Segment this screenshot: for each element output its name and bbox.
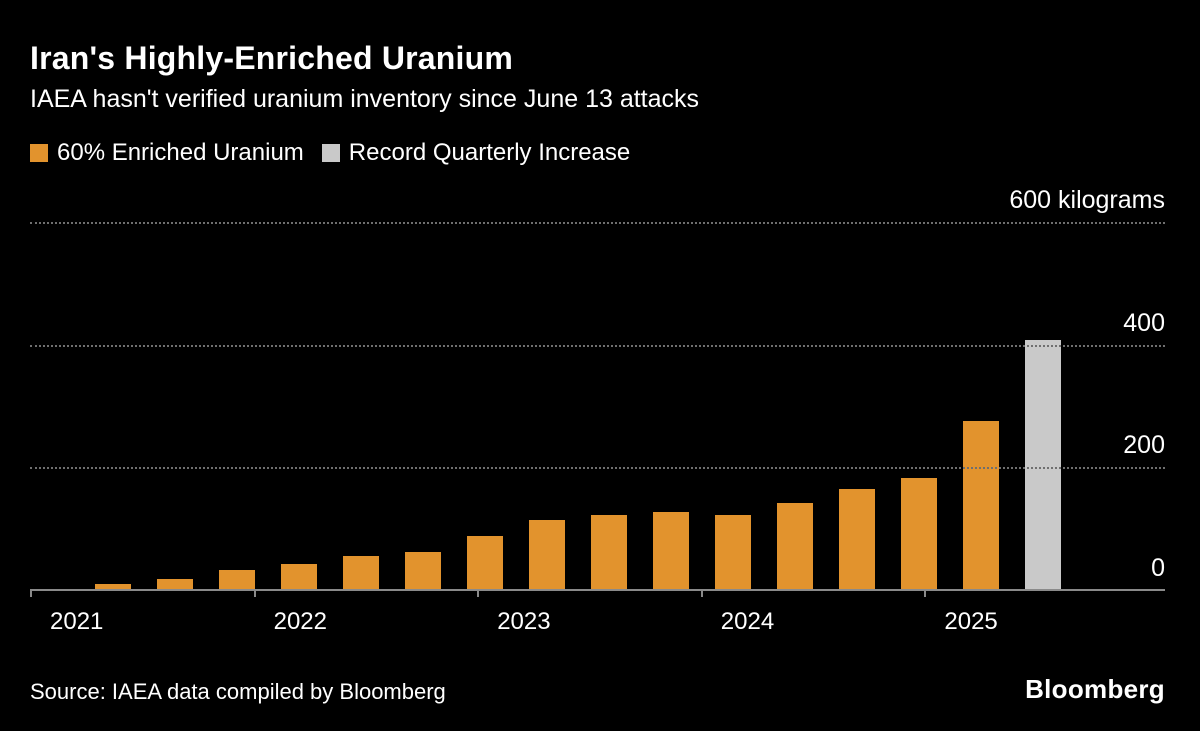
bar-2023-q3	[591, 515, 627, 590]
gridline-200	[30, 467, 1165, 470]
bar-2023-q1	[467, 536, 503, 590]
plot-area: 600 kilograms 400 200 0	[30, 186, 1165, 597]
bar-2021-q3	[95, 583, 131, 590]
y-axis-label-600: 600 kilograms	[1009, 186, 1165, 214]
bar-2022-q4	[405, 551, 441, 590]
bar-2023-q2	[529, 520, 565, 590]
x-year-label-2025: 2025	[944, 608, 998, 635]
x-axis-labels: 2021 2022 2023 2024 2025	[0, 608, 1200, 642]
x-year-label-2021: 2021	[50, 608, 104, 635]
gridline-600	[30, 222, 1165, 224]
x-tick-2025	[924, 590, 927, 597]
bars-container	[33, 222, 1061, 590]
bar-2025-q1	[963, 421, 999, 590]
bar-2022-q1	[219, 569, 255, 590]
legend-item-record: Record Quarterly Increase	[321, 139, 631, 167]
bar-2022-q2	[281, 563, 317, 590]
x-tick-2023	[477, 590, 480, 597]
legend-item-enriched: 60% Enriched Uranium	[30, 139, 304, 167]
x-tick-2024	[700, 590, 703, 597]
x-year-label-2022: 2022	[273, 608, 327, 635]
chart-subtitle: IAEA hasn't verified uranium inventory s…	[30, 85, 700, 113]
x-year-label-2024: 2024	[720, 608, 775, 635]
chart-title: Iran's Highly-Enriched Uranium	[30, 40, 514, 76]
source-text: Source: IAEA data compiled by Bloomberg	[30, 679, 446, 704]
bar-2025-q2	[1025, 339, 1061, 590]
x-tick-2022	[253, 590, 256, 597]
y-axis-label-0: 0	[1151, 554, 1165, 582]
legend-label-record: Record Quarterly Increase	[348, 139, 631, 166]
chart-legend: 60% Enriched Uranium Record Quarterly Inc…	[30, 139, 630, 167]
legend-swatch-record	[321, 144, 340, 162]
x-axis-line	[30, 589, 1165, 591]
y-axis-label-400: 400	[1123, 308, 1165, 337]
bar-2024-q3	[839, 488, 875, 590]
legend-swatch-enriched	[30, 144, 48, 162]
gridline-400	[30, 344, 1165, 347]
x-tick-2021	[30, 590, 32, 597]
legend-label-enriched: 60% Enriched Uranium	[57, 139, 304, 166]
bar-2024-q4	[901, 478, 937, 590]
x-year-label-2023: 2023	[497, 608, 551, 635]
bar-2024-q1	[715, 515, 751, 590]
bar-2023-q4	[653, 511, 689, 590]
y-axis-label-200: 200	[1123, 431, 1165, 460]
bar-2021-q4	[157, 578, 193, 590]
bar-2022-q3	[343, 555, 379, 590]
bloomberg-logo: Bloomberg	[1025, 674, 1165, 704]
bar-2024-q2	[777, 502, 813, 590]
